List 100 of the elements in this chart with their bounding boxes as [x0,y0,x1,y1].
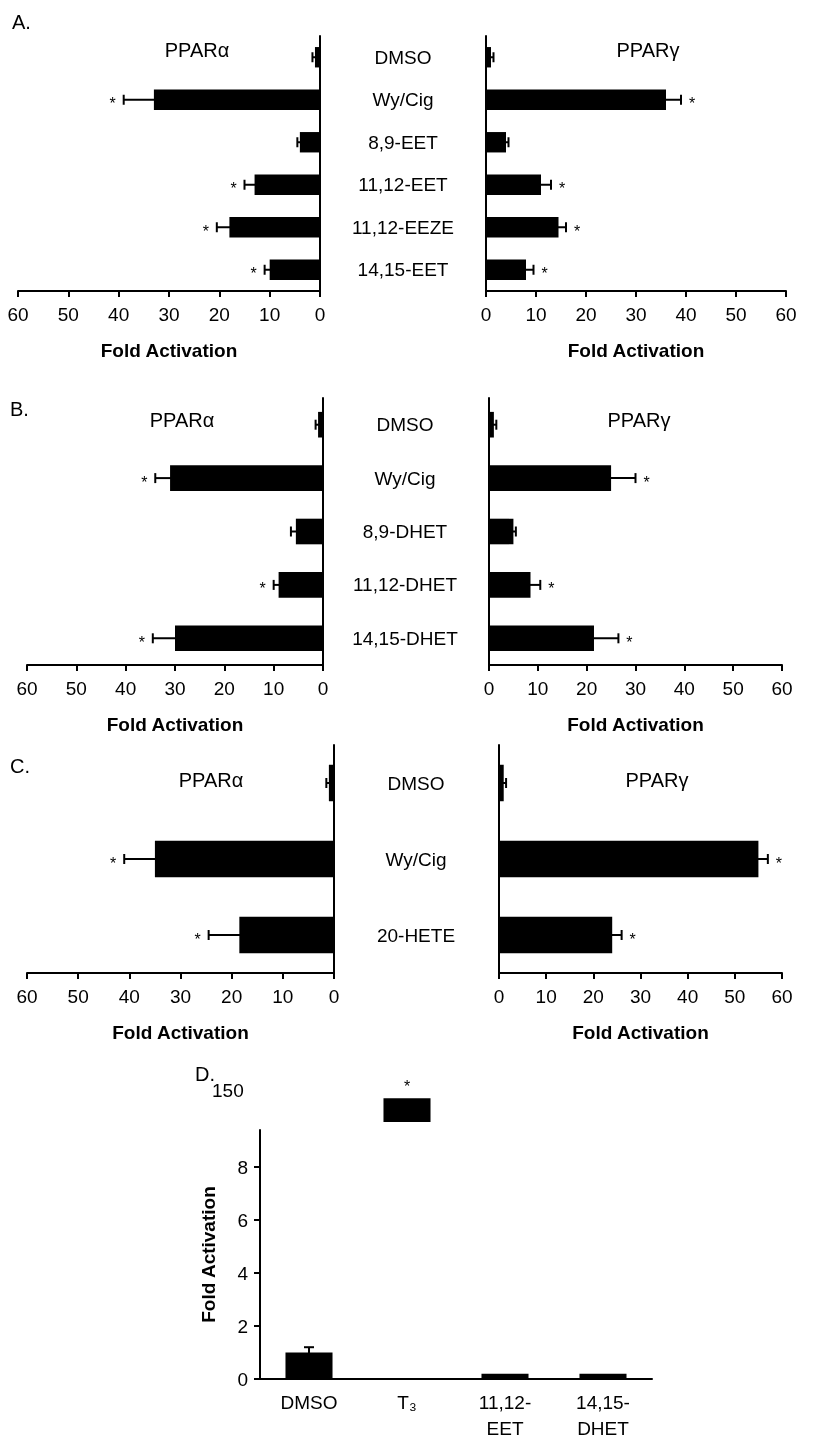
y-tick-label: 14,15-DHET [352,627,459,649]
x-tick-label: 14,15-DHET [576,1391,630,1439]
x-tick-label: 30 [629,986,652,1007]
y-tick-label: 4 [237,1262,249,1284]
x-tick-label: 60 [771,678,793,699]
text: PPARγ [607,409,671,431]
annotation: * [573,222,581,240]
x-tick-label: 0 [314,304,326,325]
annotation: * [109,95,116,113]
x-tick-label: 50 [57,304,79,325]
y-tick-label: 11,12-EET [358,174,449,196]
x-tick-label: 10 [527,678,549,699]
y-tick-label: 8,9-EET [368,131,439,153]
x-axis-title: Fold Activation [106,714,244,735]
x-tick-label: 40 [108,304,130,325]
x-tick-label: DMSO [280,1391,338,1413]
annotation: * [541,265,548,283]
x-tick-label: 20 [221,986,243,1007]
annotation: * [688,95,696,113]
annotation: * [626,633,633,651]
annotation: * [643,473,650,491]
x-axis-title: Fold Activation [567,340,705,361]
y-tick-label: 11,12-EEZE [351,216,455,238]
x-tick-label: 10 [259,304,281,325]
y-tick-label: Wy/Cig [374,467,436,489]
x-axis-title: Fold Activation [567,714,704,735]
x-tick-label: 50 [67,986,89,1007]
y-tick-label: 14,15-EET [357,259,449,281]
x-tick-label: 30 [164,678,186,699]
text: 150 [212,1080,244,1101]
annotation: * [230,180,237,198]
x-tick-label: 60 [771,986,793,1007]
annotation: * [403,1077,411,1095]
x-tick-label: 40 [115,678,137,699]
annotation: * [259,580,266,598]
x-tick-label: 50 [724,986,746,1007]
x-tick-label: 60 [775,304,797,325]
x-tick-label: 11,12-EET [478,1391,532,1439]
annotation: * [558,180,566,198]
text: PPARα [178,769,244,791]
x-tick-label: T₃ [397,1391,417,1413]
x-tick-label: 40 [118,986,140,1007]
y-tick-label: 6 [237,1209,248,1231]
x-tick-label: 40 [675,304,697,325]
x-tick-label: 20 [575,304,597,325]
annotation: C. [10,755,30,777]
annotation: * [141,473,148,491]
x-tick-label: 0 [483,678,495,699]
x-tick-label: 20 [582,986,604,1007]
y-tick-label: 0 [237,1368,248,1390]
annotation: * [110,854,117,872]
x-axis-title: Fold Activation [572,1022,709,1043]
text: PPARγ [625,769,689,791]
annotation: * [202,222,209,240]
x-tick-label: 60 [16,986,38,1007]
x-axis-title: Fold Activation [100,340,238,361]
x-tick-label: 10 [535,986,557,1007]
annotation: * [775,854,782,872]
annotation: * [548,580,555,598]
x-tick-label: 50 [725,304,747,325]
x-tick-label: 0 [480,304,492,325]
y-tick-label: Wy/Cig [385,848,447,870]
y-tick-label: DMSO [387,772,445,794]
x-tick-label: 40 [677,986,699,1007]
y-tick-label: Wy/Cig [372,89,434,111]
y-tick-label: 2 [237,1315,248,1337]
x-tick-label: 50 [722,678,744,699]
text: A. [12,11,31,33]
chart-title: PPARγ [616,39,680,61]
x-tick-label: 50 [65,678,87,699]
y-tick-label: 8,9-DHET [362,521,448,542]
annotation: * [194,930,201,948]
y-tick-label: 8 [237,1156,248,1178]
y-tick-label: DMSO [376,414,434,436]
y-axis-title: Fold Activation [198,1186,219,1323]
x-tick-label: 60 [7,304,29,325]
y-tick-label: 11,12-DHET [352,574,458,596]
y-tick-label: 20-HETE [376,924,456,946]
text: D. [195,1063,215,1085]
x-tick-label: 30 [625,304,647,325]
x-tick-label: 40 [673,678,695,699]
x-tick-label: 20 [208,304,230,325]
x-tick-label: 10 [525,304,547,325]
annotation: * [629,930,636,948]
y-tick-label: DMSO [374,46,432,68]
x-tick-label: 30 [624,678,647,699]
chart-title: PPARα [164,39,230,61]
x-tick-label: 20 [576,678,598,699]
x-tick-label: 10 [263,678,285,699]
x-tick-label: 10 [272,986,294,1007]
x-tick-label: 0 [328,986,340,1007]
x-tick-label: 30 [169,986,192,1007]
x-tick-label: 0 [317,678,329,699]
text: PPARα [149,409,215,431]
x-tick-label: 0 [493,986,505,1007]
annotation: B. [10,398,29,420]
x-tick-label: 60 [16,678,38,699]
x-axis-title: Fold Activation [112,1022,249,1043]
annotation: * [250,265,257,283]
x-tick-label: 20 [213,678,235,699]
